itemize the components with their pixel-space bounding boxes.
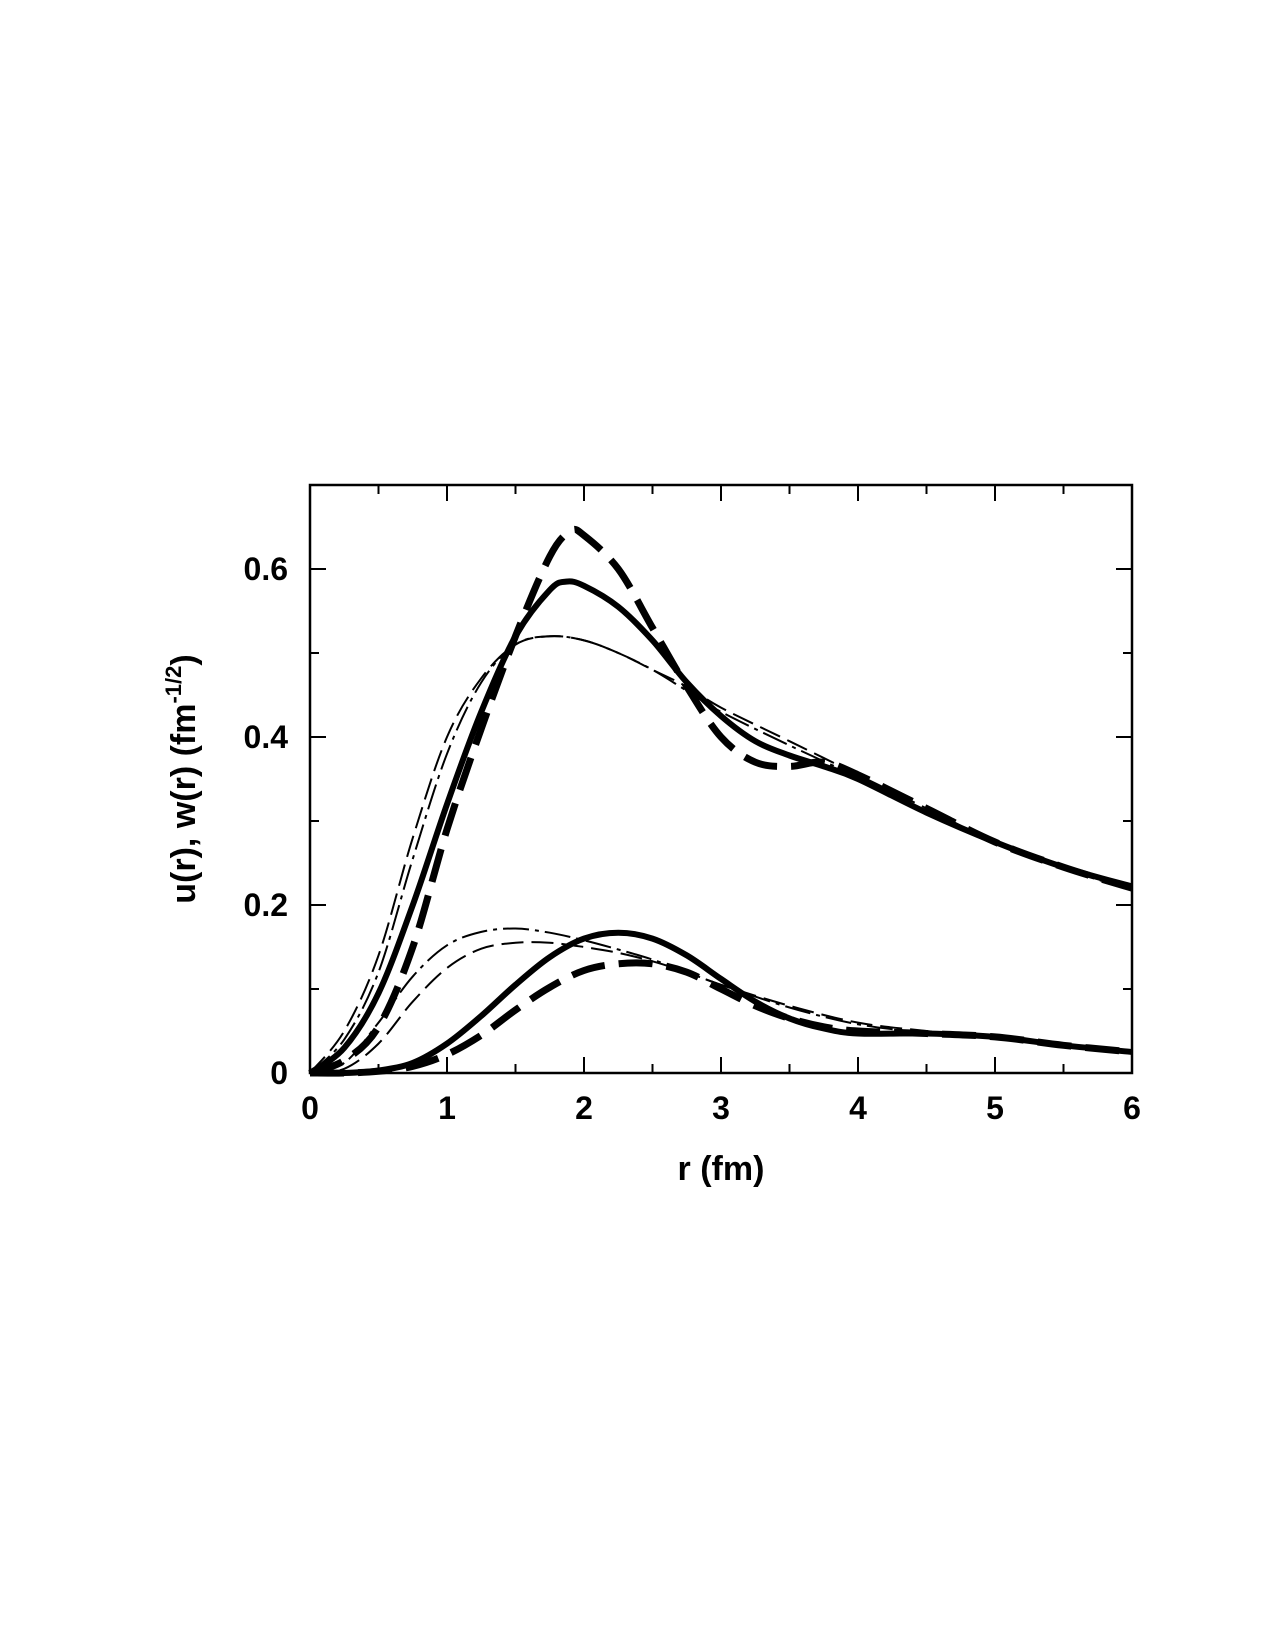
series-line-7 [309, 941, 1133, 1074]
y-axis-title-close: ) [165, 654, 203, 665]
x-tick-label: 5 [986, 1090, 1004, 1126]
series-line-2 [308, 525, 1134, 1077]
x-tick-label: 4 [849, 1090, 867, 1126]
y-axis-title-exponent: -1/2 [161, 666, 186, 704]
x-tick-label: 2 [575, 1090, 593, 1126]
x-tick-label: 1 [438, 1090, 456, 1126]
series-line-4 [309, 635, 1133, 1074]
series-line-5 [309, 929, 1133, 1077]
y-tick-label: 0.6 [244, 551, 288, 587]
y-tick-label: 0.2 [244, 887, 288, 923]
y-tick-labels: 0 0.2 0.4 0.6 [244, 551, 289, 1091]
x-tick-label: 3 [712, 1090, 730, 1126]
plot-curves [308, 525, 1134, 1077]
series-line-8 [309, 927, 1133, 1074]
x-tick-label: 0 [301, 1090, 319, 1126]
axis-ticks [309, 484, 1133, 1074]
series-line-3 [309, 635, 1133, 1074]
x-tick-labels: 0 1 2 3 4 5 6 [301, 1090, 1141, 1126]
y-tick-label: 0.4 [244, 719, 289, 755]
x-tick-label: 6 [1123, 1090, 1141, 1126]
y-axis-title-main: u(r), w(r) (fm [165, 704, 203, 904]
x-axis-title: r (fm) [678, 1150, 765, 1188]
y-tick-label: 0 [270, 1055, 288, 1091]
series-line-1 [308, 578, 1133, 1076]
y-axis-title: u(r), w(r) (fm-1/2) [161, 654, 203, 903]
